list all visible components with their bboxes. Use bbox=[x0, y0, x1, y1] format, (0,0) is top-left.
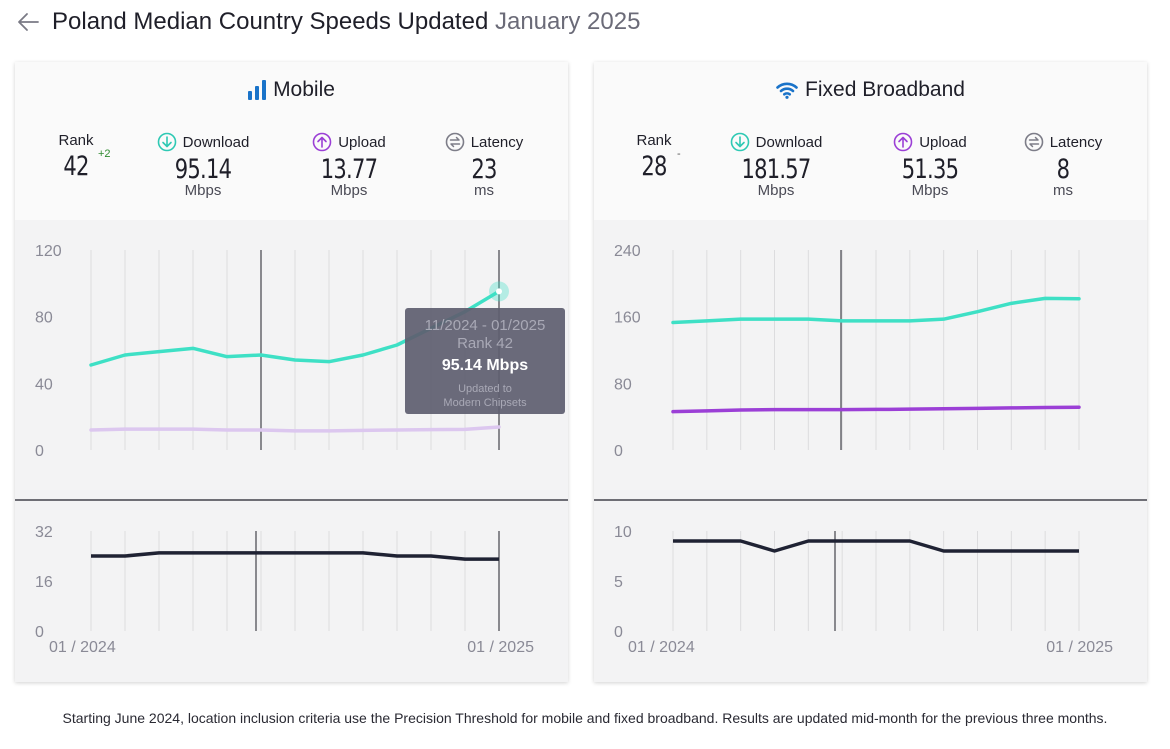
upload-icon bbox=[312, 132, 332, 152]
download-icon bbox=[730, 132, 749, 152]
tooltip-rank: Rank 42 bbox=[457, 335, 513, 352]
mobile-download-label-text: Download bbox=[182, 133, 250, 151]
page-title: Poland Median Country Speeds Updated Jan… bbox=[52, 8, 640, 36]
y-tick-label: 5 bbox=[614, 574, 623, 591]
fixed-summary: Fixed Broadband Rank 28 - Download 181.5… bbox=[594, 62, 1147, 220]
download-icon bbox=[157, 132, 176, 152]
tooltip-note-line2: Modern Chipsets bbox=[443, 397, 527, 409]
mobile-rank: Rank 42 bbox=[51, 132, 101, 183]
fixed-download: Download 181.57 Mbps bbox=[720, 132, 832, 199]
mobile-download: Download 95.14 Mbps bbox=[147, 132, 259, 199]
signal-bars-icon bbox=[248, 80, 267, 100]
fixed-title-label: Fixed Broadband bbox=[805, 78, 965, 101]
y-tick-label: 16 bbox=[35, 574, 53, 591]
latency-icon bbox=[1024, 132, 1044, 152]
fixed-latency-value: 8 bbox=[1056, 154, 1070, 185]
y-tick-label: 160 bbox=[614, 310, 641, 327]
upload-series-line bbox=[89, 425, 501, 433]
upload-icon bbox=[893, 132, 913, 152]
y-tick-label: 40 bbox=[35, 376, 53, 393]
fixed-download-unit: Mbps bbox=[757, 182, 795, 199]
tooltip-background bbox=[405, 308, 565, 414]
fixed-chart[interactable]: 240 160 80 0 10 5 0 01 / 2024 01 / 2025 bbox=[594, 220, 1147, 682]
mobile-download-value: 95.14 bbox=[174, 154, 232, 185]
mobile-rank-value: 42 bbox=[63, 151, 89, 182]
mobile-latency-label: Latency bbox=[439, 132, 529, 152]
fixed-rank: Rank 28 bbox=[629, 132, 679, 183]
mobile-download-label: Download bbox=[147, 132, 259, 152]
mobile-latency-value: 23 bbox=[471, 154, 497, 185]
mobile-title-label: Mobile bbox=[273, 78, 335, 101]
fixed-panel: Fixed Broadband Rank 28 - Download 181.5… bbox=[594, 62, 1147, 682]
y-tick-label: 32 bbox=[35, 524, 53, 541]
mobile-summary: Mobile Rank 42 +2 Download 95.14 Mbps bbox=[15, 62, 568, 220]
fixed-upload-value: 51.35 bbox=[901, 154, 959, 185]
y-tick-label: 10 bbox=[614, 524, 632, 541]
back-arrow-icon[interactable] bbox=[16, 10, 40, 34]
y-tick-label: 0 bbox=[35, 624, 44, 641]
fixed-latency-label-text: Latency bbox=[1049, 133, 1103, 151]
highlight-point bbox=[496, 288, 502, 295]
mobile-latency-label-text: Latency bbox=[470, 133, 524, 151]
x-end-label: 01 / 2025 bbox=[467, 639, 534, 656]
latency-series-line bbox=[673, 539, 1079, 553]
upload-series-line bbox=[671, 405, 1081, 414]
fixed-rank-change: - bbox=[677, 148, 681, 160]
mobile-rank-label: Rank bbox=[58, 132, 94, 149]
mobile-upload-label-text: Upload bbox=[338, 133, 386, 151]
fixed-download-value: 181.57 bbox=[741, 154, 811, 185]
y-tick-label: 80 bbox=[614, 376, 632, 393]
fixed-upload: Upload 51.35 Mbps bbox=[880, 132, 980, 199]
wifi-icon bbox=[776, 82, 798, 99]
latency-icon bbox=[445, 132, 465, 152]
y-tick-label: 0 bbox=[614, 443, 623, 460]
mobile-latency: Latency 23 ms bbox=[439, 132, 529, 199]
y-tick-label: 80 bbox=[35, 310, 53, 327]
mobile-upload-value: 13.77 bbox=[320, 154, 378, 185]
mobile-chart[interactable]: 120 80 40 0 32 16 0 01 / 2024 01 / 2025 11/2024 -… bbox=[15, 220, 568, 682]
fixed-rank-value: 28 bbox=[641, 151, 667, 182]
tooltip-value: 95.14 Mbps bbox=[442, 357, 528, 374]
download-series-line bbox=[671, 296, 1081, 325]
fixed-upload-unit: Mbps bbox=[911, 182, 949, 199]
tooltip-period: 11/2024 - 01/2025 bbox=[425, 317, 546, 334]
fixed-download-label: Download bbox=[720, 132, 832, 152]
tooltip-note-line1: Updated to bbox=[458, 383, 512, 395]
fixed-title: Fixed Broadband bbox=[594, 78, 1147, 102]
x-start-label: 01 / 2024 bbox=[628, 639, 695, 656]
fixed-download-label-text: Download bbox=[755, 133, 823, 151]
latency-series-line bbox=[91, 551, 499, 561]
mobile-title: Mobile bbox=[15, 78, 568, 102]
x-start-label: 01 / 2024 bbox=[49, 639, 116, 656]
y-tick-label: 240 bbox=[614, 243, 641, 260]
y-tick-label: 0 bbox=[614, 624, 623, 641]
fixed-upload-label-text: Upload bbox=[919, 133, 967, 151]
page-title-text: Poland Median Country Speeds Updated bbox=[52, 8, 489, 35]
y-tick-label: 120 bbox=[35, 243, 62, 260]
fixed-latency-label: Latency bbox=[1018, 132, 1108, 152]
fixed-latency-unit: ms bbox=[1053, 182, 1073, 199]
x-end-label: 01 / 2025 bbox=[1046, 639, 1113, 656]
mobile-upload: Upload 13.77 Mbps bbox=[299, 132, 399, 199]
y-tick-label: 0 bbox=[35, 443, 44, 460]
fixed-latency: Latency 8 ms bbox=[1018, 132, 1108, 199]
fixed-upload-label: Upload bbox=[880, 132, 980, 152]
fixed-rank-label: Rank bbox=[636, 132, 672, 149]
mobile-latency-unit: ms bbox=[474, 182, 494, 199]
mobile-upload-label: Upload bbox=[299, 132, 399, 152]
mobile-upload-unit: Mbps bbox=[330, 182, 368, 199]
page-title-date: January 2025 bbox=[494, 8, 641, 35]
mobile-download-unit: Mbps bbox=[184, 182, 222, 199]
footnote: Starting June 2024, location inclusion c… bbox=[62, 710, 1108, 726]
mobile-panel: Mobile Rank 42 +2 Download 95.14 Mbps bbox=[15, 62, 568, 682]
page-header: Poland Median Country Speeds Updated Jan… bbox=[16, 6, 640, 38]
mobile-rank-change: +2 bbox=[98, 148, 111, 160]
